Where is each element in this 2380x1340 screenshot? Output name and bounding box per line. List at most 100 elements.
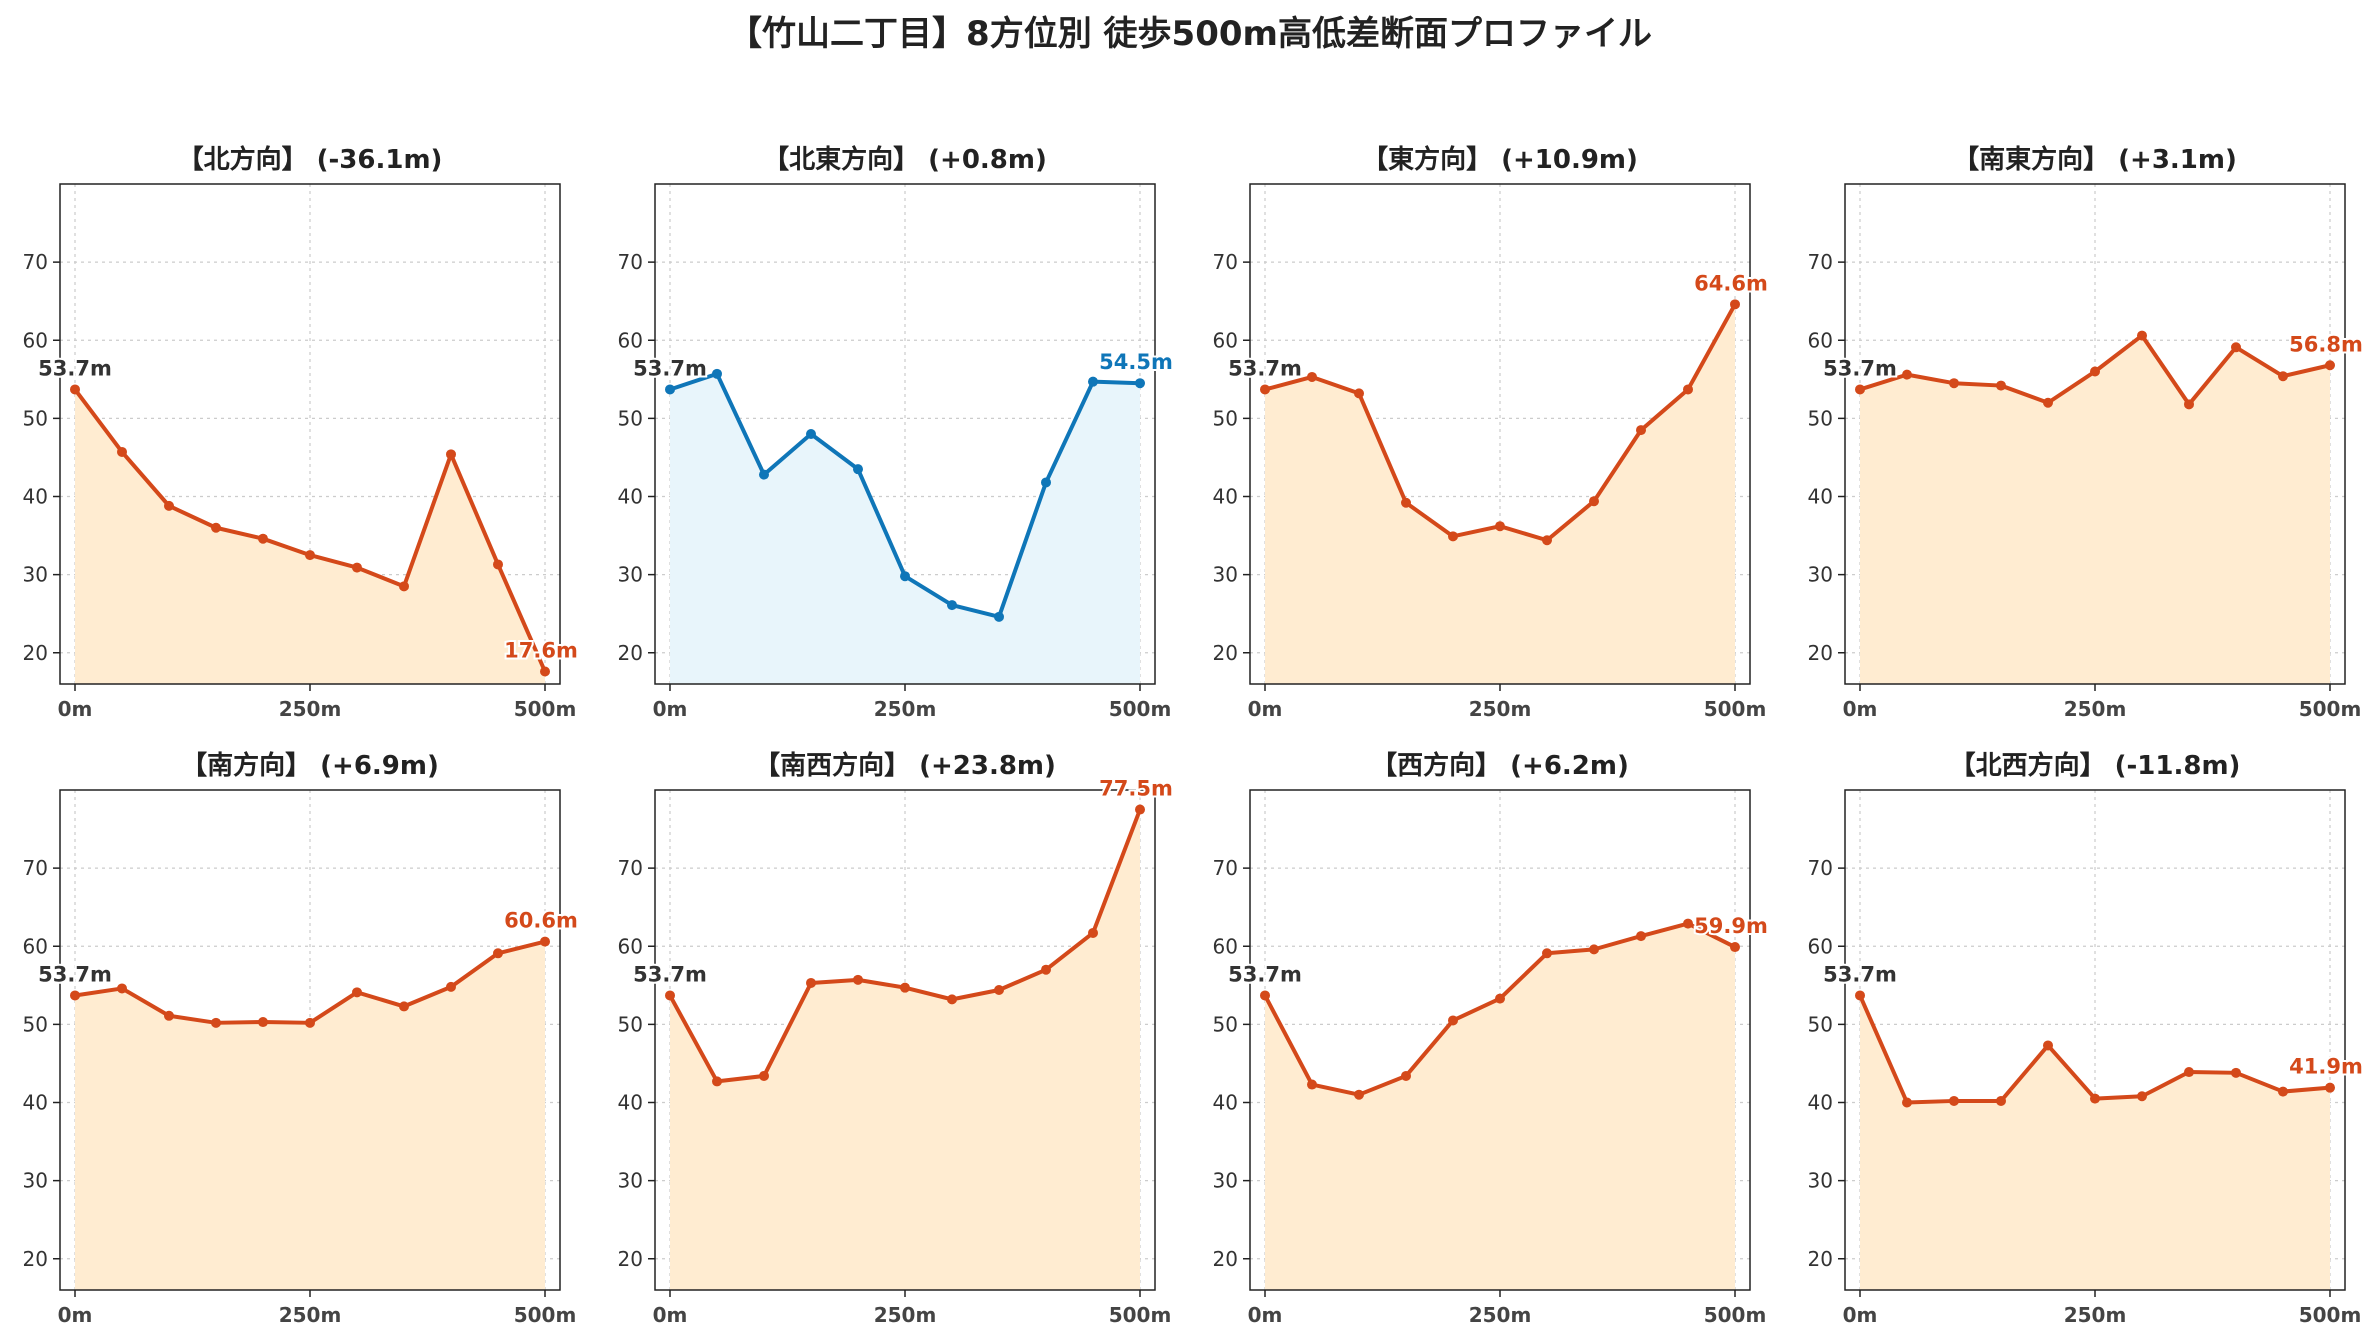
y-tick-label: 20 bbox=[618, 641, 643, 665]
y-tick-label: 70 bbox=[23, 856, 48, 880]
subplot-title: 【南東方向】 (+3.1m) bbox=[1953, 144, 2237, 175]
start-elevation-label: 53.7m bbox=[1823, 962, 1897, 986]
x-tick-label: 0m bbox=[653, 697, 688, 721]
data-point bbox=[1589, 944, 1599, 955]
data-point bbox=[1949, 378, 1959, 389]
data-point bbox=[1135, 378, 1145, 389]
y-tick-label: 40 bbox=[1808, 1091, 1833, 1115]
data-point bbox=[2184, 1067, 2194, 1078]
subplot-5: 【南方向】 (+6.9m) 20 30 40 50 60 70 0m 250m 500m 53.7m… bbox=[23, 750, 580, 1327]
data-point bbox=[446, 981, 456, 992]
subplot-title: 【北西方向】 (-11.8m) bbox=[1950, 750, 2241, 781]
area-fill bbox=[1860, 995, 2330, 1290]
data-point bbox=[994, 611, 1004, 622]
subplot-title: 【南西方向】 (+23.8m) bbox=[754, 750, 1056, 781]
y-tick-label: 20 bbox=[1808, 1247, 1833, 1271]
subplot-title: 【南方向】 (+6.9m) bbox=[181, 750, 439, 781]
x-tick-label: 250m bbox=[1469, 697, 1532, 721]
y-tick-label: 50 bbox=[618, 406, 643, 430]
y-tick-label: 40 bbox=[23, 1091, 48, 1115]
subplot-4: 【南東方向】 (+3.1m) 20 30 40 50 60 70 0m 250m 500m 53.7… bbox=[1808, 144, 2365, 721]
data-point bbox=[305, 1017, 315, 1028]
x-tick-label: 500m bbox=[1109, 697, 1172, 721]
x-tick-label: 0m bbox=[1248, 697, 1283, 721]
data-point bbox=[2325, 1082, 2335, 1093]
data-point bbox=[2325, 360, 2335, 371]
data-point bbox=[1495, 521, 1505, 532]
data-point bbox=[258, 533, 268, 544]
data-point bbox=[759, 469, 769, 480]
y-tick-label: 30 bbox=[1213, 563, 1238, 587]
x-tick-label: 500m bbox=[514, 1303, 577, 1327]
data-point bbox=[1542, 948, 1552, 959]
data-point bbox=[1902, 1097, 1912, 1108]
data-point bbox=[211, 1017, 221, 1028]
data-point bbox=[1041, 964, 1051, 975]
y-tick-label: 30 bbox=[23, 563, 48, 587]
data-point bbox=[164, 1010, 174, 1021]
y-tick-label: 50 bbox=[1213, 1012, 1238, 1036]
figure-title: 【竹山二丁目】8方位別 徒歩500m高低差断面プロファイル bbox=[728, 14, 1652, 54]
data-point bbox=[1307, 1079, 1317, 1090]
data-point bbox=[900, 571, 910, 582]
y-tick-label: 50 bbox=[1213, 406, 1238, 430]
data-point bbox=[493, 948, 503, 959]
end-elevation-label: 41.9m bbox=[2289, 1055, 2363, 1079]
data-point bbox=[947, 600, 957, 611]
y-tick-label: 50 bbox=[23, 406, 48, 430]
data-point bbox=[1354, 388, 1364, 399]
y-tick-label: 50 bbox=[618, 1012, 643, 1036]
start-elevation-label: 53.7m bbox=[633, 962, 707, 986]
x-tick-label: 250m bbox=[2064, 1303, 2127, 1327]
data-point bbox=[164, 500, 174, 511]
data-point bbox=[900, 982, 910, 993]
area-fill bbox=[1860, 335, 2330, 684]
end-elevation-label: 17.6m bbox=[504, 639, 578, 663]
subplot-2: 【北東方向】 (+0.8m) 20 30 40 50 60 70 0m 250m 500m 53.7… bbox=[618, 144, 1175, 721]
data-point bbox=[1683, 384, 1693, 395]
data-point bbox=[1902, 369, 1912, 380]
y-tick-label: 60 bbox=[1213, 934, 1238, 958]
start-elevation-label: 53.7m bbox=[38, 962, 112, 986]
y-tick-label: 60 bbox=[1213, 328, 1238, 352]
y-tick-label: 30 bbox=[1808, 1169, 1833, 1193]
y-tick-label: 70 bbox=[1808, 856, 1833, 880]
data-point bbox=[493, 559, 503, 570]
data-point bbox=[1996, 1095, 2006, 1106]
y-tick-label: 30 bbox=[1808, 563, 1833, 587]
y-tick-label: 70 bbox=[618, 250, 643, 274]
y-tick-label: 50 bbox=[23, 1012, 48, 1036]
y-tick-label: 60 bbox=[23, 328, 48, 352]
y-tick-label: 30 bbox=[618, 1169, 643, 1193]
start-elevation-label: 53.7m bbox=[1228, 962, 1302, 986]
data-point bbox=[2137, 1091, 2147, 1102]
area-fill bbox=[75, 941, 545, 1290]
data-point bbox=[258, 1017, 268, 1028]
subplot-8: 【北西方向】 (-11.8m) 20 30 40 50 60 70 0m 250m 500m 53.… bbox=[1808, 750, 2365, 1327]
data-point bbox=[2137, 330, 2147, 341]
y-tick-label: 70 bbox=[1213, 250, 1238, 274]
data-point bbox=[1401, 497, 1411, 508]
data-point bbox=[446, 449, 456, 460]
data-point bbox=[540, 936, 550, 947]
y-tick-label: 20 bbox=[1213, 641, 1238, 665]
subplot-title: 【西方向】 (+6.2m) bbox=[1371, 750, 1629, 781]
x-tick-label: 500m bbox=[1109, 1303, 1172, 1327]
start-elevation-label: 53.7m bbox=[1228, 356, 1302, 380]
data-point bbox=[1855, 384, 1865, 395]
area-fill bbox=[670, 809, 1140, 1290]
data-point bbox=[1041, 477, 1051, 488]
data-point bbox=[70, 384, 80, 395]
data-point bbox=[1636, 425, 1646, 436]
y-tick-label: 30 bbox=[618, 563, 643, 587]
data-point bbox=[117, 983, 127, 994]
y-tick-label: 40 bbox=[1808, 485, 1833, 509]
data-point bbox=[853, 974, 863, 985]
data-point bbox=[2278, 371, 2288, 382]
data-point bbox=[1730, 942, 1740, 953]
x-tick-label: 500m bbox=[2299, 697, 2362, 721]
subplot-title: 【北方向】 (-36.1m) bbox=[178, 144, 443, 175]
subplot-1: 【北方向】 (-36.1m) 20 30 40 50 60 70 0m 250m 500m 53.7… bbox=[23, 144, 580, 721]
data-point bbox=[806, 429, 816, 439]
